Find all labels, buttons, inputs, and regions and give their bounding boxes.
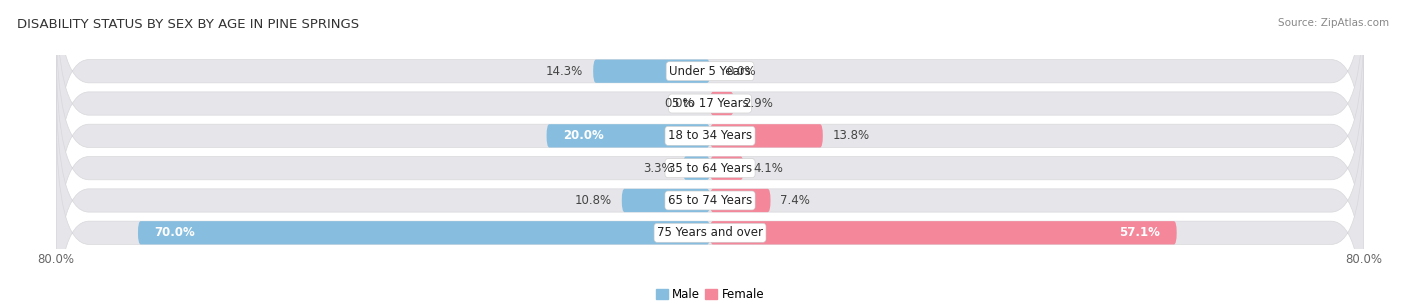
Text: 2.9%: 2.9% bbox=[744, 97, 773, 110]
Text: 18 to 34 Years: 18 to 34 Years bbox=[668, 129, 752, 142]
Text: 7.4%: 7.4% bbox=[780, 194, 810, 207]
FancyBboxPatch shape bbox=[56, 0, 1364, 221]
Text: 13.8%: 13.8% bbox=[832, 129, 870, 142]
FancyBboxPatch shape bbox=[56, 115, 1364, 304]
FancyBboxPatch shape bbox=[547, 124, 710, 147]
Text: 3.3%: 3.3% bbox=[644, 162, 673, 175]
FancyBboxPatch shape bbox=[56, 83, 1364, 304]
Text: 70.0%: 70.0% bbox=[155, 226, 195, 239]
Text: 4.1%: 4.1% bbox=[754, 162, 783, 175]
Text: 14.3%: 14.3% bbox=[546, 65, 583, 78]
FancyBboxPatch shape bbox=[710, 92, 734, 115]
Text: 10.8%: 10.8% bbox=[575, 194, 612, 207]
Text: 57.1%: 57.1% bbox=[1119, 226, 1160, 239]
Text: DISABILITY STATUS BY SEX BY AGE IN PINE SPRINGS: DISABILITY STATUS BY SEX BY AGE IN PINE … bbox=[17, 18, 359, 31]
FancyBboxPatch shape bbox=[683, 157, 710, 180]
FancyBboxPatch shape bbox=[710, 221, 1177, 244]
Text: 0.0%: 0.0% bbox=[664, 97, 693, 110]
Text: 0.0%: 0.0% bbox=[727, 65, 756, 78]
FancyBboxPatch shape bbox=[138, 221, 710, 244]
Text: Source: ZipAtlas.com: Source: ZipAtlas.com bbox=[1278, 18, 1389, 28]
Text: 5 to 17 Years: 5 to 17 Years bbox=[672, 97, 748, 110]
FancyBboxPatch shape bbox=[710, 189, 770, 212]
FancyBboxPatch shape bbox=[710, 157, 744, 180]
FancyBboxPatch shape bbox=[621, 189, 710, 212]
Text: Under 5 Years: Under 5 Years bbox=[669, 65, 751, 78]
FancyBboxPatch shape bbox=[56, 0, 1364, 189]
Text: 20.0%: 20.0% bbox=[562, 129, 603, 142]
Legend: Male, Female: Male, Female bbox=[651, 283, 769, 304]
Text: 65 to 74 Years: 65 to 74 Years bbox=[668, 194, 752, 207]
FancyBboxPatch shape bbox=[56, 18, 1364, 254]
FancyBboxPatch shape bbox=[593, 60, 710, 83]
Text: 35 to 64 Years: 35 to 64 Years bbox=[668, 162, 752, 175]
FancyBboxPatch shape bbox=[710, 124, 823, 147]
FancyBboxPatch shape bbox=[56, 50, 1364, 286]
Text: 75 Years and over: 75 Years and over bbox=[657, 226, 763, 239]
